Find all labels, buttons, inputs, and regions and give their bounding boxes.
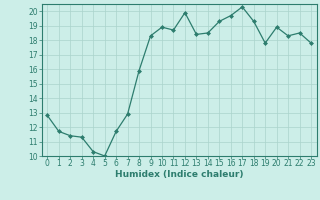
X-axis label: Humidex (Indice chaleur): Humidex (Indice chaleur) xyxy=(115,170,244,179)
